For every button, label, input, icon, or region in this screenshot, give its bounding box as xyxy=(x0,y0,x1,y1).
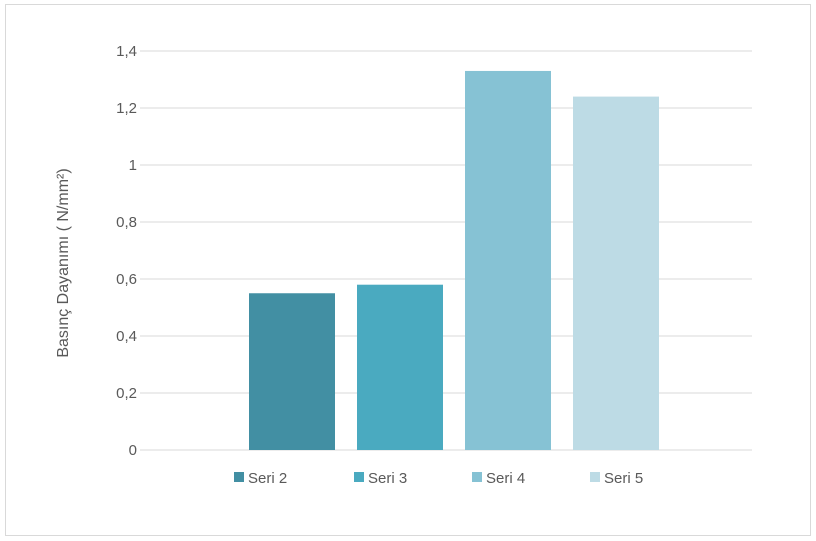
y-axis-label: Basınç Dayanımı ( N/mm²) xyxy=(55,168,72,357)
legend-item: Seri 2 xyxy=(234,470,287,487)
y-tick-label: 1,2 xyxy=(116,100,137,117)
legend-label: Seri 4 xyxy=(486,470,525,487)
legend-label: Seri 5 xyxy=(604,470,643,487)
y-axis-ticks: 0 0,2 0,4 0,6 0,8 1 1,2 1,4 xyxy=(116,43,137,459)
bar-seri-2 xyxy=(249,293,335,450)
gridlines xyxy=(140,51,752,450)
y-tick-label: 1 xyxy=(129,157,137,174)
legend-item: Seri 5 xyxy=(590,470,643,487)
y-tick-label: 0,6 xyxy=(116,271,137,288)
y-tick-label: 1,4 xyxy=(116,43,137,60)
bar-seri-4 xyxy=(465,71,551,450)
y-tick-label: 0 xyxy=(129,442,137,459)
legend-swatch xyxy=(590,472,600,482)
y-tick-label: 0,2 xyxy=(116,385,137,402)
legend: Seri 2 Seri 3 Seri 4 Seri 5 xyxy=(234,470,643,487)
y-tick-label: 0,4 xyxy=(116,328,137,345)
legend-item: Seri 3 xyxy=(354,470,407,487)
y-tick-label: 0,8 xyxy=(116,214,137,231)
legend-label: Seri 2 xyxy=(248,470,287,487)
bar-seri-5 xyxy=(573,97,659,450)
legend-swatch xyxy=(472,472,482,482)
legend-item: Seri 4 xyxy=(472,470,525,487)
legend-label: Seri 3 xyxy=(368,470,407,487)
legend-swatch xyxy=(234,472,244,482)
bar-seri-3 xyxy=(357,285,443,450)
legend-swatch xyxy=(354,472,364,482)
